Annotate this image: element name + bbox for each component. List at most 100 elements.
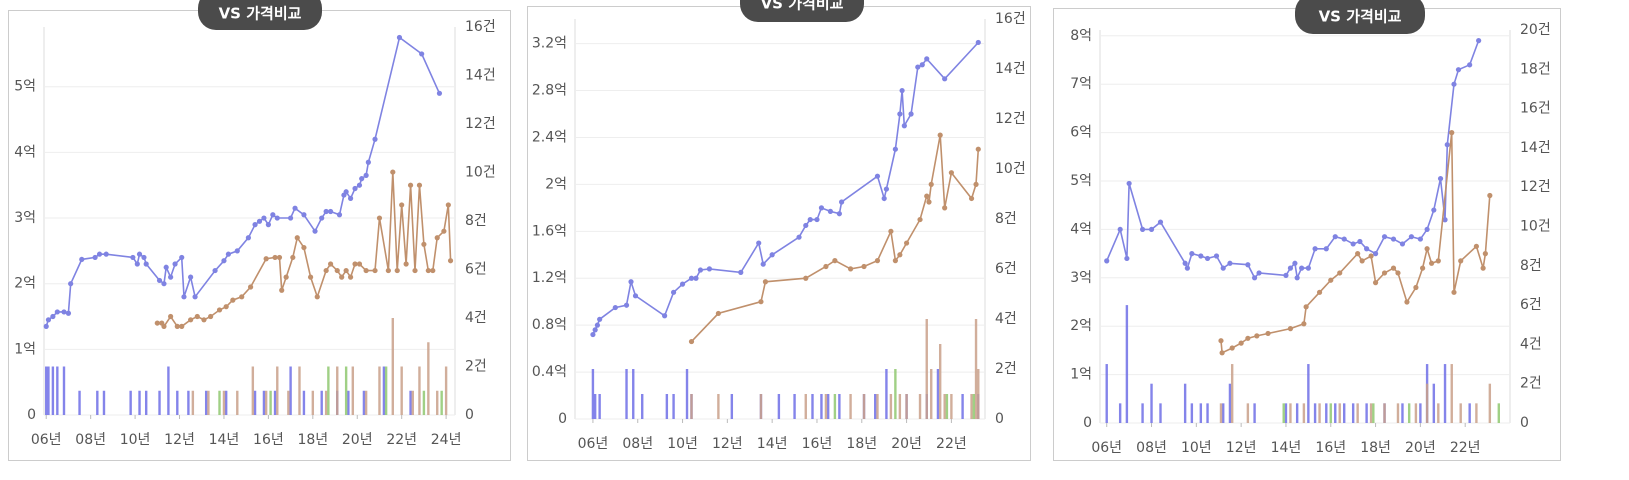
point	[294, 235, 300, 241]
bar	[1206, 403, 1209, 423]
point	[96, 251, 103, 257]
point	[1458, 258, 1464, 264]
bar	[436, 390, 439, 415]
point	[425, 267, 431, 274]
point	[136, 251, 143, 257]
point	[307, 274, 314, 280]
bar	[804, 394, 807, 419]
bar	[187, 390, 190, 415]
x-tick-label: 12년	[164, 432, 195, 448]
point	[1487, 192, 1493, 199]
bar	[222, 390, 226, 415]
bar	[876, 394, 879, 419]
chart: 0 0.4억 0.8억 1.2억 1.6억 2억 2.4억 2.8억 3.2억 0 2건 4건 6건 8건…	[532, 11, 1026, 452]
point	[1204, 255, 1211, 262]
y-tick-label: 0.4억	[532, 364, 567, 380]
bar	[251, 366, 255, 415]
point	[245, 235, 251, 241]
point	[1395, 270, 1401, 276]
point	[1299, 265, 1305, 271]
bar	[400, 366, 403, 415]
bar	[1141, 403, 1144, 423]
panel	[8, 10, 511, 461]
bar	[1437, 403, 1440, 423]
point	[221, 258, 227, 264]
bar	[849, 394, 852, 419]
bar	[1150, 383, 1153, 423]
bar	[324, 390, 328, 415]
bar	[311, 390, 315, 415]
bar	[961, 394, 964, 419]
point	[292, 205, 298, 211]
bar	[1334, 403, 1337, 423]
point	[1332, 234, 1338, 240]
bar	[384, 366, 388, 415]
line	[592, 41, 979, 335]
bar	[1488, 383, 1492, 423]
point	[688, 338, 695, 345]
x-tick-label: 20년	[1405, 440, 1436, 456]
point	[1292, 260, 1298, 266]
point	[1435, 258, 1441, 264]
bar	[344, 366, 348, 415]
y-tick-label: 7억	[1070, 76, 1092, 92]
point	[861, 263, 867, 270]
point	[312, 228, 318, 234]
x-tick-label: 16년	[1315, 440, 1346, 456]
point	[314, 294, 320, 300]
bar	[158, 390, 161, 415]
point	[352, 261, 358, 267]
y2-tick-label: 6건	[1520, 297, 1542, 313]
point	[1213, 253, 1220, 259]
y-tick-label: 5억	[14, 79, 36, 95]
point	[628, 279, 634, 285]
point	[1381, 270, 1388, 276]
bar	[894, 369, 897, 419]
y-tick-label: 5억	[1070, 173, 1092, 189]
point	[901, 123, 907, 129]
line	[1105, 40, 1480, 281]
y-tick-label: 1.6억	[532, 223, 567, 239]
x-tick-label: 06년	[578, 436, 609, 452]
bar	[936, 369, 940, 419]
bar	[1425, 383, 1429, 423]
point	[1431, 207, 1437, 213]
y2-tick-label: 8건	[1520, 258, 1542, 274]
point	[1245, 262, 1251, 268]
bar	[1419, 403, 1422, 423]
y-tick-label: 4억	[1070, 221, 1092, 237]
x-tick-label: 10년	[1181, 440, 1212, 456]
point	[252, 222, 258, 228]
chart-title: VS 가격비교	[1319, 8, 1402, 26]
point	[1227, 260, 1233, 266]
chart: 0 1억 2억 3억 4억 5억 6억 7억 8억 0 2건 4건 6건 8건 10건 12건 14건 16건 18…	[1070, 22, 1551, 456]
point	[239, 294, 245, 300]
bar	[1459, 403, 1462, 423]
y2-tick-label: 6건	[995, 261, 1017, 277]
point	[390, 169, 396, 175]
point	[301, 212, 307, 218]
point	[288, 215, 294, 221]
panel	[1053, 8, 1561, 461]
point	[1390, 265, 1397, 271]
bar	[418, 366, 421, 415]
point	[908, 111, 914, 117]
bar	[320, 390, 323, 415]
point	[327, 208, 334, 215]
point	[1368, 253, 1374, 259]
y-tick-label: 6억	[1070, 125, 1092, 141]
bar	[378, 366, 381, 415]
bar	[96, 390, 99, 415]
y2-tick-label: 10건	[465, 165, 496, 181]
point	[327, 261, 334, 267]
bar	[1369, 403, 1373, 423]
point	[662, 313, 668, 319]
x-tick-label: 20년	[891, 436, 922, 452]
point	[592, 327, 598, 333]
bar	[440, 390, 443, 415]
point	[942, 76, 948, 82]
bar	[218, 390, 221, 415]
bar	[1307, 364, 1310, 423]
bar	[191, 390, 195, 415]
